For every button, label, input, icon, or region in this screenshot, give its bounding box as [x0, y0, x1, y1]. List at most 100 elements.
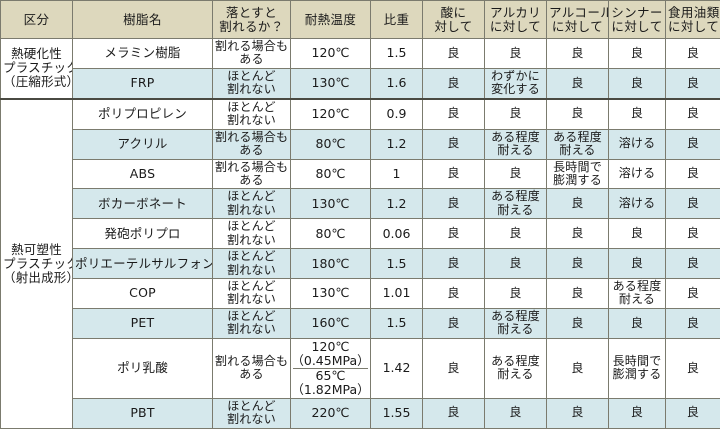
thinner-resistance-cell: ある程度耐える — [609, 279, 666, 309]
specific-gravity-cell: 1.2 — [371, 189, 423, 219]
alcohol-resistance-cell: 長時間で膨潤する — [547, 159, 609, 189]
column-header-gravity: 比重 — [371, 1, 423, 39]
thinner-resistance-cell: 良 — [609, 68, 666, 98]
alcohol-resistance-cell-line: 良 — [549, 362, 606, 375]
alkali-resistance-cell: 良 — [485, 249, 547, 279]
breakability-cell-line: 割れない — [215, 83, 288, 96]
column-header-line: 食用油類 — [668, 6, 718, 20]
thinner-resistance-cell-line: 膨潤する — [611, 368, 663, 381]
category-cell-thermoset: 熱硬化性プラスチック（圧縮形式） — [1, 39, 73, 99]
alcohol-resistance-cell: 良 — [547, 189, 609, 219]
heat-resistance-cell: 130℃ — [291, 68, 371, 98]
breakability-cell: ほとんど割れない — [213, 99, 291, 129]
oil-resistance-cell: 良 — [666, 398, 720, 428]
resin-name-cell: ポリ乳酸 — [73, 338, 213, 398]
specific-gravity-cell: 0.06 — [371, 219, 423, 249]
alkali-resistance-cell: 良 — [485, 398, 547, 428]
alkali-resistance-cell-line: 良 — [487, 257, 544, 270]
column-header-heat: 耐熱温度 — [291, 1, 371, 39]
column-header-line: 比重 — [373, 13, 420, 27]
oil-resistance-cell-line: 良 — [668, 107, 718, 120]
thinner-resistance-cell-line: 溶ける — [611, 167, 663, 180]
alcohol-resistance-cell: ある程度耐える — [547, 129, 609, 159]
alcohol-resistance-cell-line: 良 — [549, 406, 606, 419]
oil-resistance-cell: 良 — [666, 219, 720, 249]
heat-resistance-cell-line: 80℃ — [293, 137, 368, 151]
alcohol-resistance-cell-line: 良 — [549, 197, 606, 210]
alcohol-resistance-cell: 良 — [547, 219, 609, 249]
alkali-resistance-cell-line: 耐える — [487, 323, 544, 336]
breakability-cell-line: 割れない — [215, 323, 288, 336]
thinner-resistance-cell-line: 溶ける — [611, 137, 663, 150]
heat-resistance-sub: 120℃（0.45MPa） — [293, 340, 368, 369]
oil-resistance-cell: 良 — [666, 189, 720, 219]
acid-resistance-cell: 良 — [423, 39, 485, 69]
heat-resistance-cell-line: 180℃ — [293, 257, 368, 271]
heat-resistance-cell-line: 80℃ — [293, 167, 368, 181]
specific-gravity-cell: 1.5 — [371, 308, 423, 338]
alcohol-resistance-cell: 良 — [547, 398, 609, 428]
thinner-resistance-cell-line: 耐える — [611, 293, 663, 306]
thinner-resistance-cell-line: 長時間で — [611, 355, 663, 368]
alcohol-resistance-cell: 良 — [547, 338, 609, 398]
heat-resistance-cell-line: 160℃ — [293, 316, 368, 330]
oil-resistance-cell-line: 良 — [668, 227, 718, 240]
breakability-cell: ほとんど割れない — [213, 189, 291, 219]
breakability-cell-line: ある — [215, 144, 288, 157]
oil-resistance-cell-line: 良 — [668, 47, 718, 60]
alcohol-resistance-cell-line: 良 — [549, 257, 606, 270]
column-header-line: に対して — [487, 20, 544, 34]
specific-gravity-cell: 1.01 — [371, 279, 423, 309]
oil-resistance-cell: 良 — [666, 39, 720, 69]
specific-gravity-cell: 1.42 — [371, 338, 423, 398]
acid-resistance-cell-line: 良 — [425, 287, 482, 300]
alkali-resistance-cell: ある程度耐える — [485, 189, 547, 219]
breakability-cell-line: ほとんど — [215, 101, 288, 114]
alcohol-resistance-cell-line: 膨潤する — [549, 174, 606, 187]
alkali-resistance-cell: ある程度耐える — [485, 308, 547, 338]
alkali-resistance-cell: 良 — [485, 279, 547, 309]
alkali-resistance-cell: ある程度耐える — [485, 338, 547, 398]
alcohol-resistance-cell: 良 — [547, 39, 609, 69]
oil-resistance-cell-line: 良 — [668, 287, 718, 300]
thinner-resistance-cell-line: 良 — [611, 406, 663, 419]
column-header-line: アルカリ — [487, 6, 544, 20]
resin-name-cell: PET — [73, 308, 213, 338]
alcohol-resistance-cell-line: 耐える — [549, 144, 606, 157]
alkali-resistance-cell-line: ある程度 — [487, 310, 544, 323]
alkali-resistance-cell: 良 — [485, 99, 547, 129]
oil-resistance-cell-line: 良 — [668, 197, 718, 210]
heat-resistance-cell: 130℃ — [291, 279, 371, 309]
alcohol-resistance-cell-line: 長時間で — [549, 161, 606, 174]
alkali-resistance-cell-line: 変化する — [487, 83, 544, 96]
column-header-break: 落とすと割れるか？ — [213, 1, 291, 39]
alkali-resistance-cell: 良 — [485, 159, 547, 189]
breakability-cell-line: ほとんど — [215, 220, 288, 233]
column-header-line: 割れるか？ — [215, 20, 288, 34]
resin-name-cell: ボカーボネート — [73, 189, 213, 219]
acid-resistance-cell: 良 — [423, 308, 485, 338]
breakability-cell: ほとんど割れない — [213, 219, 291, 249]
thinner-resistance-cell: 長時間で膨潤する — [609, 338, 666, 398]
acid-resistance-cell: 良 — [423, 219, 485, 249]
acid-resistance-cell: 良 — [423, 129, 485, 159]
category-label-line: 熱可塑性 — [3, 243, 70, 257]
resin-name-cell: ポリエーテルサルフォン — [73, 249, 213, 279]
resin-name-cell: COP — [73, 279, 213, 309]
heat-resistance-line: （1.82MPa） — [291, 383, 369, 397]
oil-resistance-cell: 良 — [666, 159, 720, 189]
alkali-resistance-cell: 良 — [485, 39, 547, 69]
column-header-alkali: アルカリに対して — [485, 1, 547, 39]
column-header-line: アルコール — [549, 6, 606, 20]
column-header-line: 区分 — [3, 13, 70, 27]
acid-resistance-cell: 良 — [423, 159, 485, 189]
heat-resistance-cell-line: 120℃ — [293, 46, 368, 60]
acid-resistance-cell: 良 — [423, 249, 485, 279]
